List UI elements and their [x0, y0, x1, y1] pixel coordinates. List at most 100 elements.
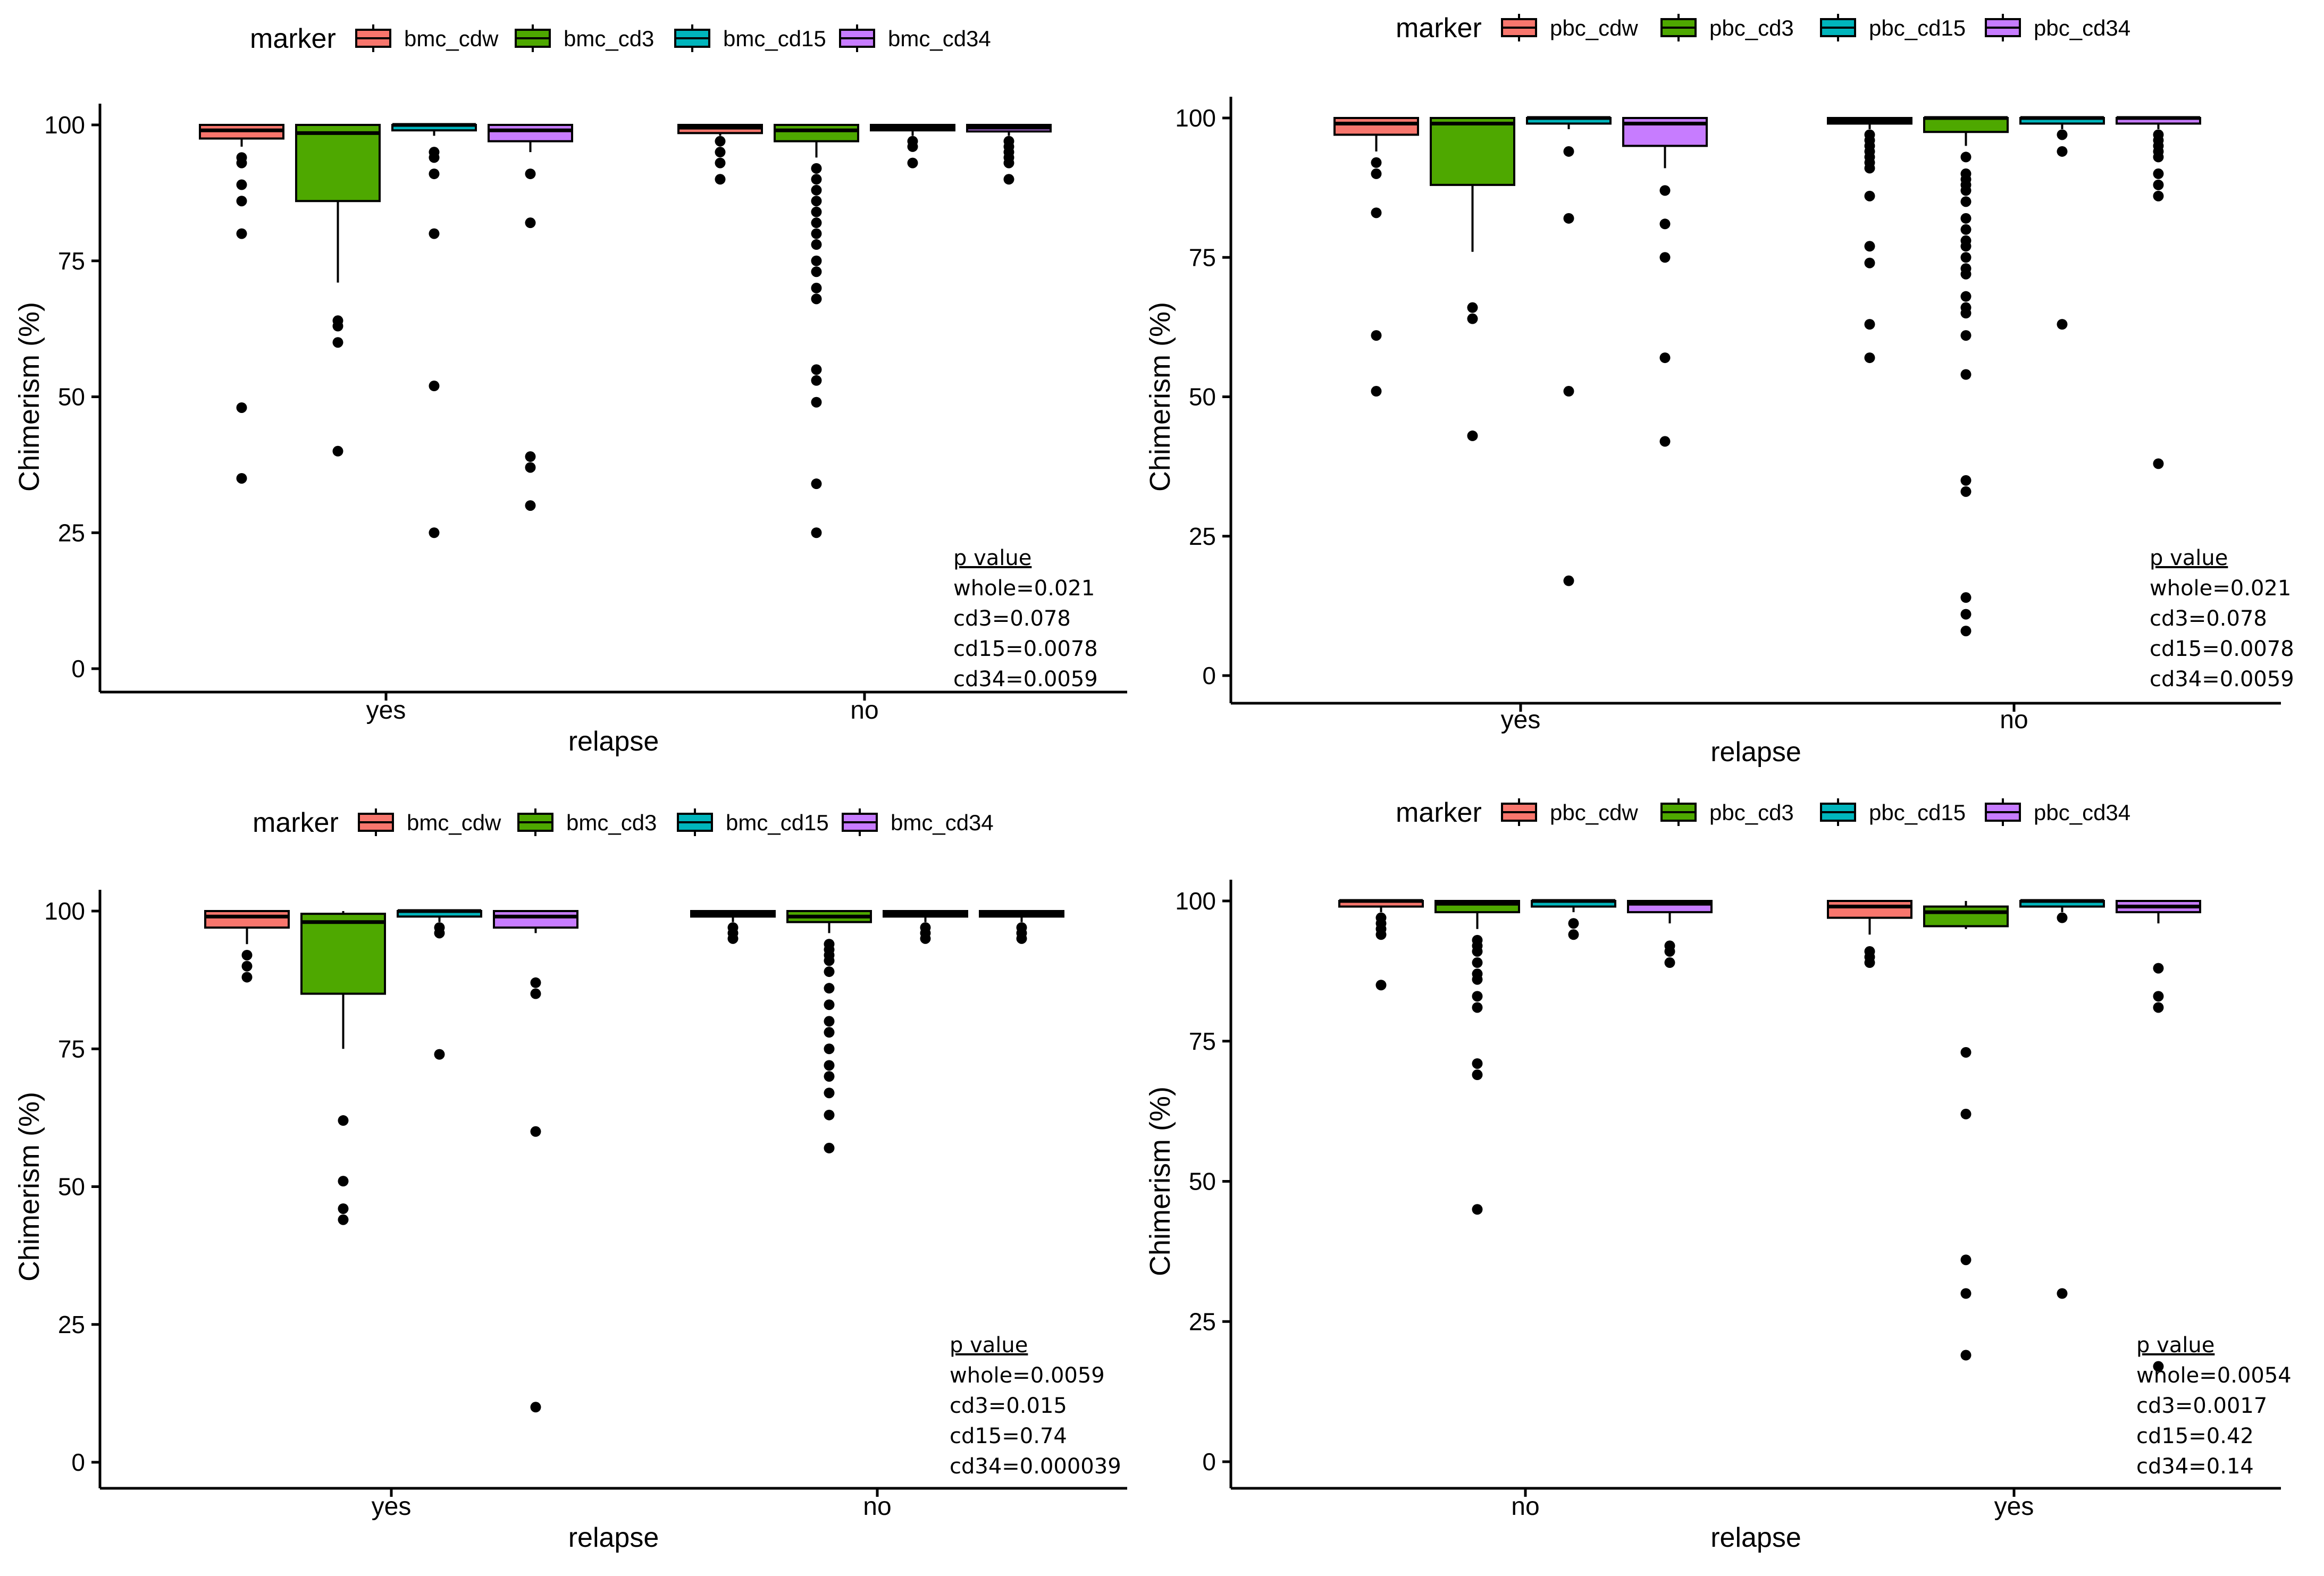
legend-label: pbc_cd3	[1709, 800, 1794, 825]
outlier-point	[1563, 213, 1574, 224]
box-body	[1430, 117, 1515, 186]
y-tick-label: 75	[1189, 1027, 1216, 1055]
y-axis-label: Chimerism (%)	[13, 302, 45, 492]
outlier-point	[1472, 1002, 1483, 1013]
outlier-point	[332, 321, 343, 332]
outlier-point	[530, 1402, 541, 1413]
box-cdw	[677, 124, 763, 185]
pvalue-note-panel-4: p value whole=0.0054 cd3=0.0017 cd15=0.4…	[2136, 1330, 2292, 1482]
box-cd3	[1923, 901, 2009, 1361]
outlier-point	[715, 136, 726, 147]
pvalue-line: cd3=0.0017	[2136, 1394, 2268, 1418]
outlier-point	[332, 337, 343, 348]
outlier-point	[2153, 168, 2164, 179]
outlier-point	[811, 206, 822, 217]
outlier-point	[1467, 313, 1478, 324]
x-tick-label: yes	[366, 696, 406, 724]
outlier-point	[1371, 207, 1382, 218]
outlier-point	[1960, 369, 1971, 380]
outlier-point	[1960, 196, 1971, 207]
legend-title: marker	[1396, 13, 1482, 44]
box-cd34	[488, 124, 573, 511]
pvalue-line: cd3=0.078	[2150, 606, 2267, 631]
box-body	[774, 124, 859, 142]
outlier-point	[1960, 1047, 1971, 1058]
legend: marker pbc_cdw pbc_cd3 pbc_cd15 pbc_cd34	[1396, 797, 2130, 828]
outlier-point	[1960, 213, 1971, 224]
box-cdw	[690, 910, 776, 944]
outlier-point	[1659, 185, 1671, 196]
box-cd34	[979, 910, 1064, 944]
outlier-point	[429, 527, 440, 538]
outlier-point	[1467, 430, 1478, 441]
outlier-point	[811, 364, 822, 375]
outlier-point	[2153, 1002, 2164, 1013]
outlier-point	[824, 1043, 835, 1055]
box-cd15	[870, 124, 955, 168]
outlier-point	[907, 141, 918, 152]
outlier-point	[525, 217, 536, 229]
outlier-point	[429, 381, 440, 392]
box-cd34	[2116, 900, 2201, 1372]
x-axis-label: relapse	[568, 1522, 659, 1553]
outlier-point	[1864, 257, 1875, 268]
y-tick-label: 50	[1189, 383, 1216, 411]
outlier-point	[811, 228, 822, 239]
pvalue-note-panel-3: p value whole=0.0059 cd3=0.015 cd15=0.74…	[950, 1330, 1121, 1482]
outlier-point	[525, 451, 536, 462]
outlier-point	[1960, 1288, 1971, 1299]
outlier-point	[1472, 974, 1483, 985]
outlier-point	[1864, 957, 1875, 968]
outlier-point	[2153, 179, 2164, 190]
x-tick-label: no	[2000, 706, 2028, 734]
box-cd15	[391, 123, 477, 538]
outlier-point	[1664, 957, 1675, 968]
outlier-point	[920, 933, 931, 944]
box-cd15	[2019, 116, 2105, 330]
outlier-point	[530, 1126, 541, 1137]
outlier-point	[2153, 190, 2164, 201]
x-tick-label: yes	[372, 1493, 412, 1521]
pvalue-line: cd34=0.0059	[2150, 667, 2294, 692]
box-cd15	[397, 909, 482, 1060]
box-cd15	[1526, 116, 1612, 586]
legend-label: bmc_cd15	[726, 810, 829, 835]
x-axis-label: relapse	[1710, 1522, 1801, 1553]
y-tick-label: 50	[58, 1173, 85, 1201]
outlier-point	[525, 462, 536, 473]
outlier-point	[824, 955, 835, 966]
outlier-point	[1568, 929, 1579, 940]
legend-title: marker	[253, 807, 339, 838]
legend: marker bmc_cdw bmc_cd3 bmc_cd15 bmc_cd34	[253, 807, 994, 838]
y-tick-label: 75	[58, 247, 85, 275]
outlier-point	[1960, 151, 1971, 163]
outlier-point	[530, 988, 541, 999]
box-cd34	[1622, 117, 1708, 447]
outlier-point	[715, 147, 726, 158]
outlier-point	[1472, 946, 1483, 957]
outlier-point	[1371, 168, 1382, 179]
y-tick-label: 100	[44, 897, 85, 925]
box-cd34	[493, 910, 578, 1413]
legend: marker bmc_cdw bmc_cd3 bmc_cd15 bmc_cd34	[250, 23, 991, 54]
outlier-point	[338, 1176, 349, 1187]
y-tick-label: 25	[1189, 522, 1216, 550]
box-body	[295, 124, 381, 203]
x-tick-label: no	[1511, 1493, 1539, 1521]
outlier-point	[434, 928, 445, 939]
chart-panel-1: 0 25 50 75 100 Chimerism (%) relapse yes no marke…	[13, 23, 1127, 757]
outlier-point	[727, 933, 739, 944]
legend-label: bmc_cdw	[407, 810, 501, 835]
outlier-point	[907, 157, 918, 168]
outlier-point	[1659, 436, 1671, 447]
outlier-point	[1472, 957, 1483, 968]
x-tick-label: no	[863, 1493, 891, 1521]
y-axis-label: Chimerism (%)	[13, 1092, 45, 1282]
box-body	[1923, 905, 2009, 928]
pvalue-line: cd15=0.0078	[2150, 637, 2294, 661]
pvalue-line: whole=0.021	[953, 576, 1095, 601]
box-cd34	[966, 124, 1052, 185]
box-body	[204, 910, 290, 929]
